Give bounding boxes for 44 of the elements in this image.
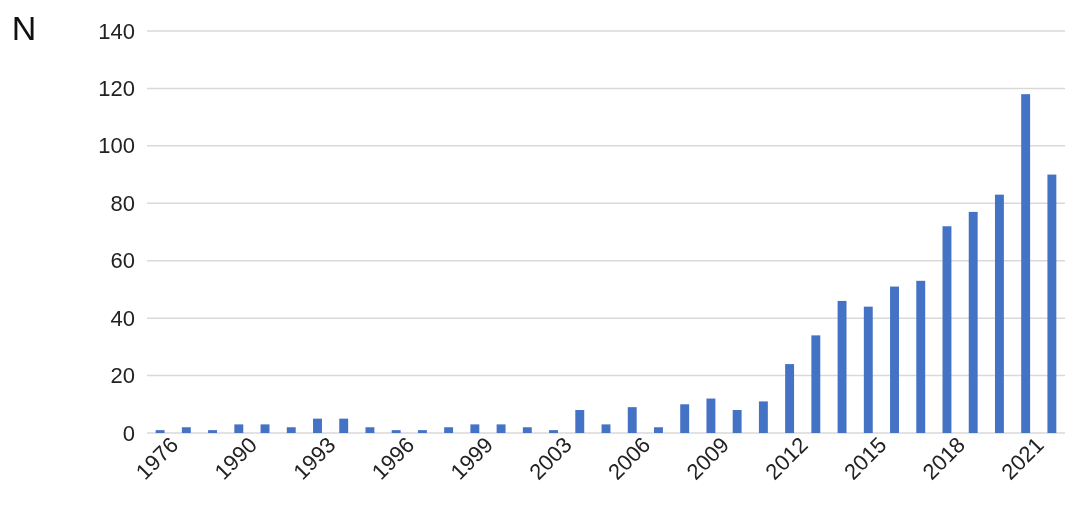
bar bbox=[365, 427, 375, 433]
bar bbox=[234, 424, 244, 433]
bar bbox=[444, 427, 454, 433]
y-tick-label: 100 bbox=[98, 133, 135, 159]
bar bbox=[339, 418, 349, 433]
bar bbox=[994, 194, 1004, 433]
y-tick-label: 0 bbox=[122, 420, 135, 446]
bar bbox=[208, 430, 218, 433]
bar bbox=[863, 306, 873, 433]
y-tick-label: 40 bbox=[110, 305, 135, 331]
bar bbox=[916, 280, 926, 433]
y-tick-label: 60 bbox=[110, 248, 135, 274]
bar bbox=[627, 407, 637, 433]
bar bbox=[417, 430, 427, 433]
bar bbox=[758, 401, 768, 433]
bar bbox=[313, 418, 322, 433]
bar bbox=[260, 424, 270, 433]
bar bbox=[549, 430, 558, 433]
y-axis-title: N bbox=[11, 9, 37, 47]
bar bbox=[1047, 174, 1057, 433]
bar bbox=[837, 300, 847, 433]
bar bbox=[654, 427, 663, 433]
bar bbox=[680, 404, 690, 433]
bar bbox=[470, 424, 480, 433]
y-tick-label: 120 bbox=[98, 75, 135, 101]
bar bbox=[286, 427, 296, 433]
bar bbox=[968, 211, 978, 433]
y-tick-label: 80 bbox=[110, 190, 135, 216]
bar bbox=[732, 410, 742, 433]
bar bbox=[1021, 94, 1031, 433]
bar bbox=[785, 364, 795, 433]
bar bbox=[601, 424, 611, 433]
bar bbox=[890, 286, 899, 433]
bar bbox=[811, 335, 821, 433]
bar bbox=[706, 398, 716, 433]
bar bbox=[942, 226, 952, 433]
bar bbox=[575, 410, 585, 433]
bar bbox=[391, 430, 401, 433]
y-tick-label: 20 bbox=[110, 363, 135, 389]
bar bbox=[181, 427, 191, 433]
y-tick-label: 140 bbox=[98, 18, 135, 44]
bar bbox=[496, 424, 506, 433]
bar bbox=[155, 430, 165, 433]
bar bbox=[522, 427, 532, 433]
